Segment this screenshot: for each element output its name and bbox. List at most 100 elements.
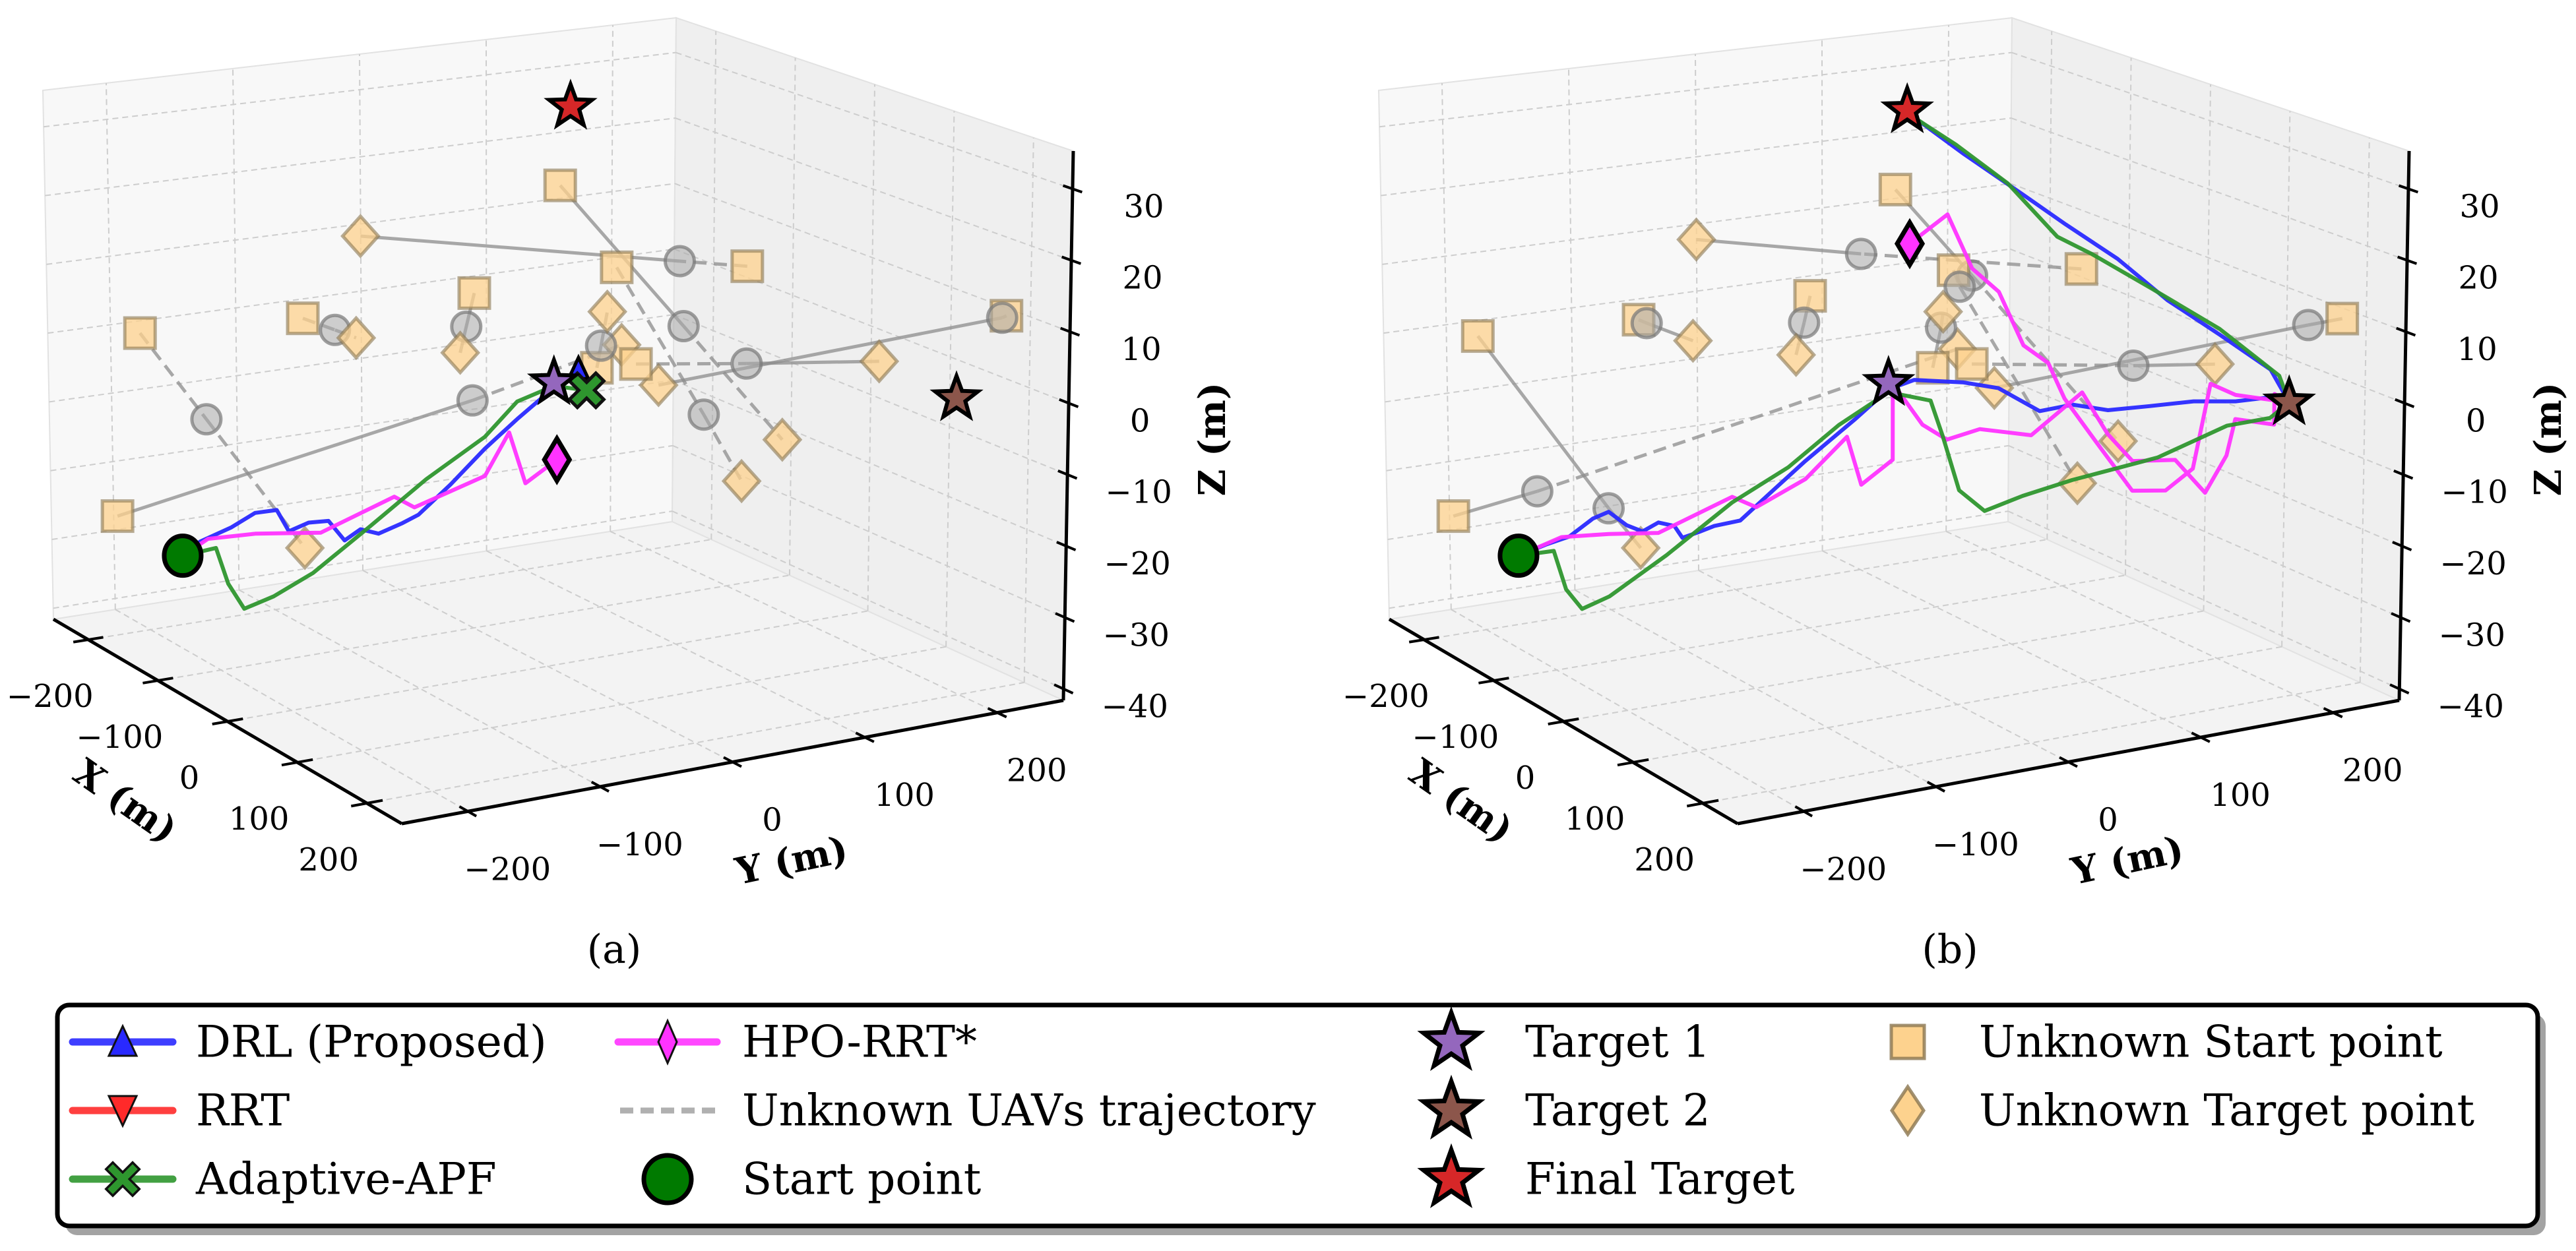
unknown-uav-position (986, 301, 1019, 334)
unknown-target-point (1923, 289, 1963, 334)
target-2 (929, 370, 984, 421)
gridline (1387, 444, 2009, 541)
gridline (1822, 550, 2201, 738)
unknown-start-point (2325, 301, 2360, 336)
unknown-target-point (721, 458, 762, 504)
z-tick-label: 0 (2466, 402, 2486, 439)
gridline (359, 53, 363, 571)
legend-label: RRT (196, 1085, 290, 1136)
legend-label: Adaptive-APF (195, 1154, 497, 1205)
x-tick-label: 200 (1634, 841, 1695, 878)
hpo-rrt-end-marker (1894, 218, 1926, 270)
x-tick (73, 636, 104, 644)
y-tick (458, 805, 478, 818)
y-tick-label: −100 (596, 826, 683, 863)
unknown-uav-trajectory (204, 418, 307, 549)
x-marker-icon (104, 1161, 141, 1198)
gridline (1695, 53, 1699, 571)
triangle-up-icon (107, 1023, 139, 1057)
gridline (2203, 84, 2211, 611)
unknown-uav-position (1630, 307, 1663, 340)
unknown-start-point (286, 301, 320, 336)
y-tick-label: −200 (464, 851, 551, 888)
x-tick (1478, 677, 1509, 685)
trajectory-adaptive-apf (182, 384, 587, 611)
y-tick (2323, 707, 2343, 719)
legend-label: Unknown Start point (1979, 1017, 2443, 1068)
z-tick-label: −20 (2440, 545, 2507, 582)
gridline (1698, 570, 2069, 763)
z-tick (1055, 612, 1075, 623)
z-tick-label: 0 (1130, 402, 1150, 439)
z-tick (2391, 612, 2411, 623)
gridline (1703, 681, 2360, 804)
unknown-uav-position (1521, 475, 1554, 508)
gridline (1385, 314, 2010, 403)
legend-label: Unknown Target point (1979, 1085, 2474, 1136)
legend-label: Final Target (1525, 1154, 1794, 1205)
legend-label: Unknown UAVs trajectory (742, 1085, 1317, 1136)
gridline (51, 444, 674, 541)
start-point (162, 534, 204, 578)
z-tick (1056, 541, 1077, 551)
unknown-start-point (730, 249, 765, 284)
gridline (1389, 510, 2009, 609)
unknown-uav-trajectory (1958, 286, 2079, 484)
z-tick-label: 10 (2457, 331, 2497, 368)
y-tick (1794, 805, 1813, 818)
y-tick (855, 731, 875, 743)
trajectory-hpo-rrt (181, 430, 558, 558)
unknown-target-point (859, 339, 900, 384)
unknown-start-point (2064, 252, 2098, 286)
unknown-uav-position (456, 384, 489, 417)
y-tick-label: 100 (2210, 777, 2271, 814)
unknown-uav-trajectory (615, 266, 705, 415)
gridline (1381, 117, 2011, 197)
gridline (232, 68, 240, 590)
x-tick (350, 799, 383, 808)
z-tick-label: 10 (1121, 331, 1162, 368)
gridline (50, 379, 674, 472)
gridline (672, 510, 1064, 690)
legend-label: Target 1 (1525, 1017, 1711, 1068)
x-tick-label: 200 (298, 841, 359, 878)
unknown-uav-position (687, 398, 720, 431)
gridline (367, 681, 1024, 804)
gridline (2281, 111, 2291, 647)
unknown-start-point (543, 168, 577, 202)
panel-caption: (b) (1922, 927, 1978, 973)
unknown-target-point (1673, 318, 1713, 363)
gridline (2007, 510, 2400, 690)
diamond-icon (1889, 1083, 1926, 1138)
gridline (1821, 39, 1823, 551)
gridline (673, 379, 1067, 547)
z-axis-label: Z (m) (1191, 382, 1234, 497)
legend-item-target-1: Target 1 (1417, 1006, 1711, 1071)
unknown-uav-position (730, 347, 763, 380)
z-tick (1057, 470, 1078, 480)
legend-item-start-point: Start point (641, 1153, 981, 1205)
y-tick (2191, 731, 2211, 743)
unknown-target-point (440, 330, 481, 375)
unknown-start-point (1878, 172, 1912, 206)
unknown-uav-trajectory (1696, 237, 1862, 256)
gridline (2011, 51, 2409, 190)
target-1 (1862, 355, 1916, 406)
unknown-target-point (284, 526, 325, 570)
unknown-start-point (1436, 499, 1470, 534)
gridline (2011, 117, 2408, 261)
gridline (710, 31, 717, 540)
unknown-uav-trajectory (636, 361, 747, 366)
gridline (610, 530, 998, 714)
x-tick (1686, 799, 1719, 808)
unknown-uav-position (2117, 349, 2150, 382)
y-tick (987, 707, 1007, 719)
z-tick-label: −30 (1103, 617, 1170, 654)
legend-item-unknown-target: Unknown Target point (1889, 1083, 2474, 1138)
gridline (106, 82, 116, 610)
x-stroke (571, 375, 602, 406)
gridline (115, 609, 468, 812)
gridline (1424, 539, 2048, 640)
